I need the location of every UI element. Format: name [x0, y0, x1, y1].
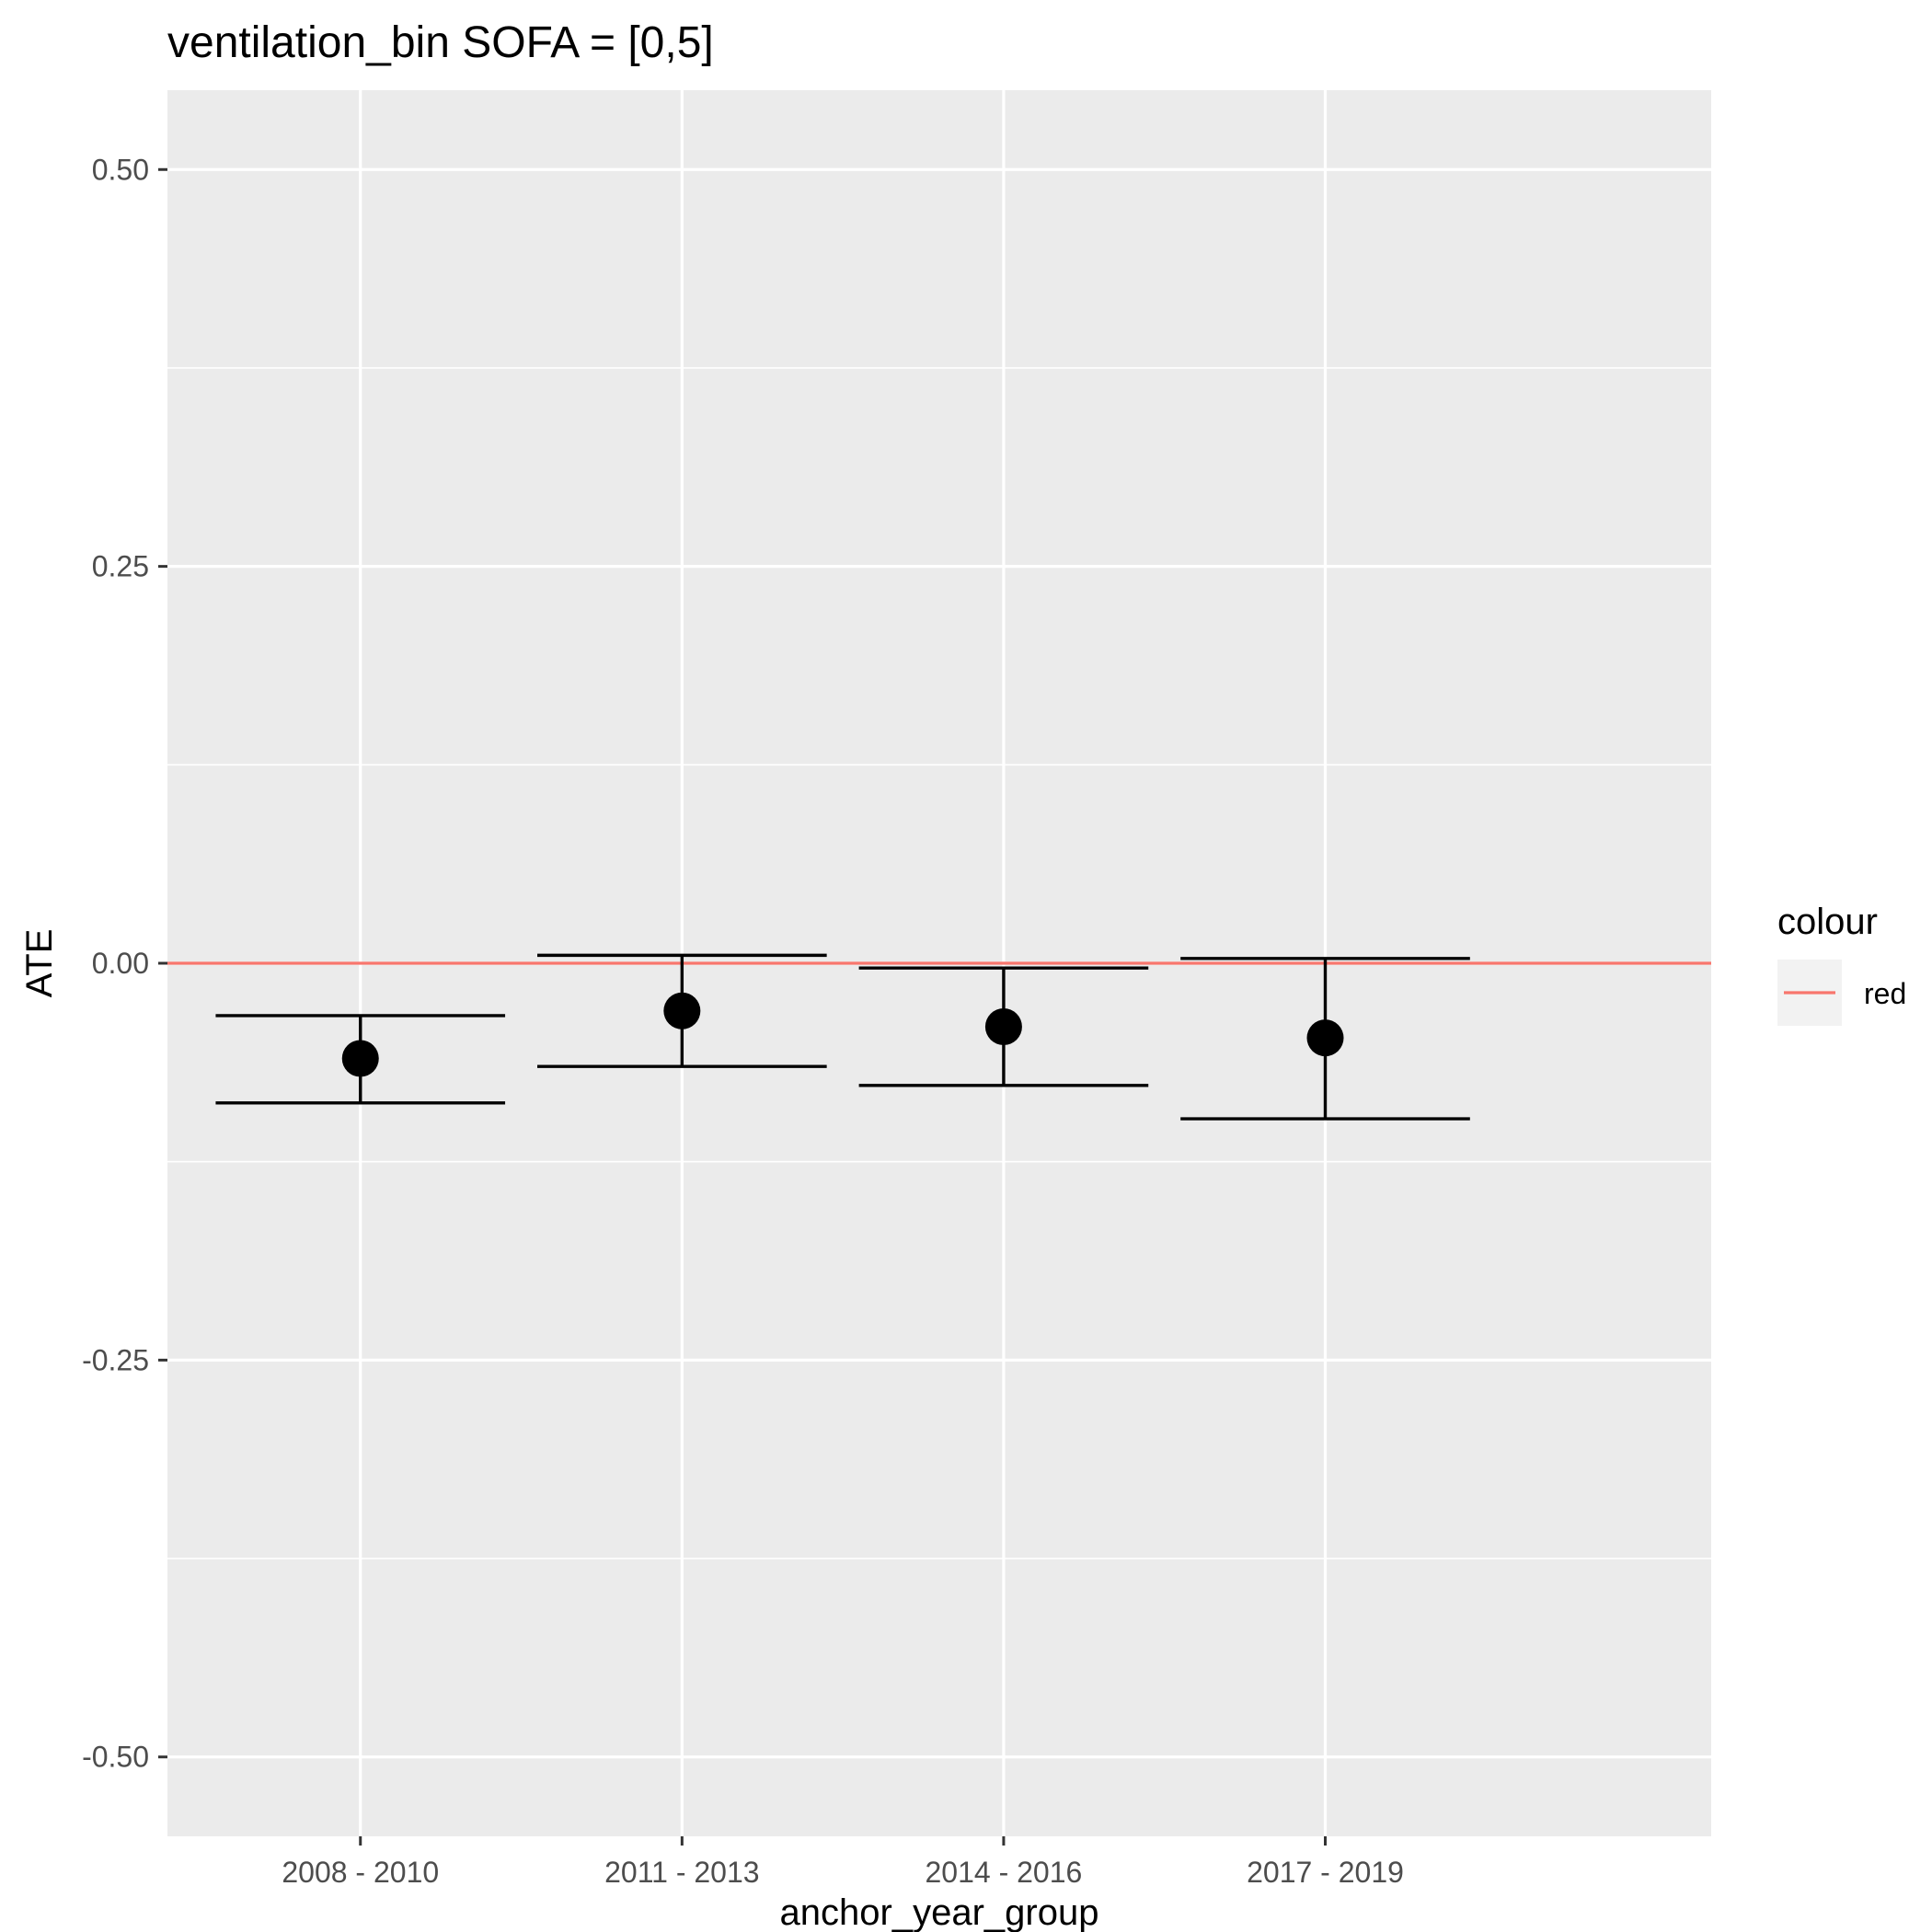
legend-label-red: red: [1864, 977, 1906, 1010]
y-tick-label-3: -0.25: [82, 1343, 149, 1376]
x-tick-label-1: 2011 - 2013: [604, 1856, 759, 1889]
y-tick-label-0: 0.50: [92, 153, 149, 186]
legend: colour red: [1777, 902, 1906, 1026]
chart-title: ventilation_bin SOFA = [0,5]: [167, 18, 714, 67]
x-tick-label-0: 2008 - 2010: [282, 1856, 439, 1889]
y-axis: 0.50 0.25 0.00 -0.25 -0.50: [82, 153, 167, 1774]
x-tick-label-3: 2017 - 2019: [1247, 1856, 1404, 1889]
x-tick-label-2: 2014 - 2016: [926, 1856, 1083, 1889]
y-tick-label-1: 0.25: [92, 550, 149, 583]
data-point-0: [341, 1040, 379, 1077]
legend-title: colour: [1777, 902, 1878, 942]
data-point-3: [1306, 1019, 1344, 1057]
data-point-2: [984, 1008, 1022, 1046]
y-axis-title: ATE: [19, 929, 60, 998]
data-points: [341, 992, 1344, 1077]
data-point-1: [663, 992, 701, 1029]
x-axis: 2008 - 2010 2011 - 2013 2014 - 2016 2017 - …: [282, 1836, 1404, 1889]
x-axis-title: anchor_year_group: [780, 1892, 1099, 1932]
y-tick-label-4: -0.50: [82, 1741, 149, 1774]
y-tick-label-2: 0.00: [92, 947, 149, 980]
